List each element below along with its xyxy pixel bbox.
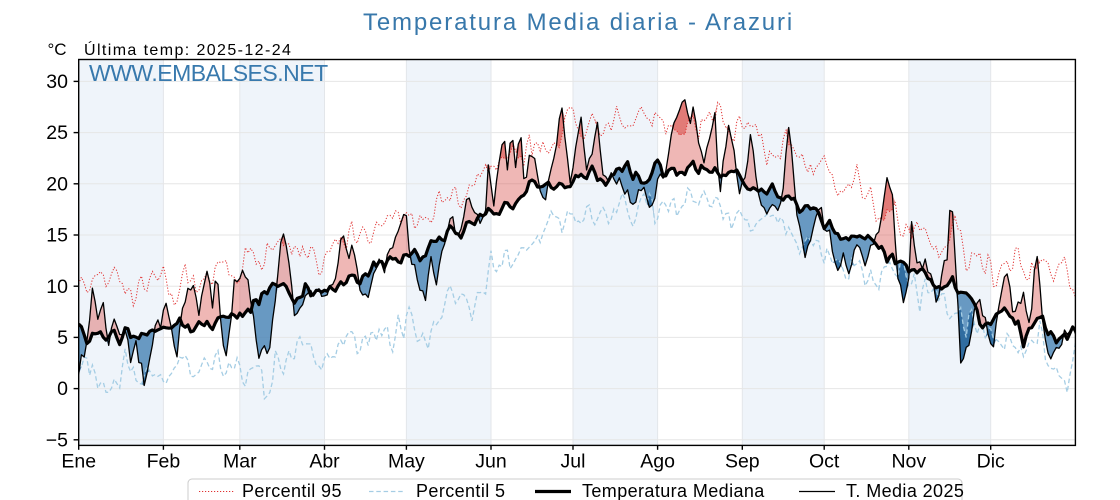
svg-text:0: 0 — [57, 378, 68, 400]
svg-text:Dic: Dic — [977, 451, 1005, 473]
svg-text:WWW.EMBALSES.NET: WWW.EMBALSES.NET — [89, 60, 328, 86]
svg-text:20: 20 — [46, 173, 68, 195]
svg-text:5: 5 — [57, 327, 68, 349]
svg-text:30: 30 — [46, 71, 68, 93]
svg-text:25: 25 — [46, 122, 68, 144]
svg-text:Ene: Ene — [61, 451, 96, 473]
svg-text:Feb: Feb — [147, 451, 181, 473]
svg-text:Jul: Jul — [561, 451, 586, 473]
svg-text:Oct: Oct — [809, 451, 840, 473]
svg-text:Temperatura Media diaria - Ara: Temperatura Media diaria - Arazuri — [363, 9, 794, 36]
svg-text:10: 10 — [46, 276, 68, 298]
svg-text:Abr: Abr — [309, 451, 340, 473]
svg-text:Percentil 95: Percentil 95 — [242, 481, 342, 500]
svg-text:Nov: Nov — [891, 451, 926, 473]
svg-text:Mar: Mar — [223, 451, 257, 473]
svg-text:−5: −5 — [46, 429, 68, 451]
svg-text:Última temp: 2025-12-24: Última temp: 2025-12-24 — [84, 40, 292, 59]
svg-text:T. Media 2025: T. Media 2025 — [846, 481, 964, 500]
svg-text:May: May — [388, 451, 425, 473]
svg-text:Jun: Jun — [475, 451, 506, 473]
svg-text:15: 15 — [46, 225, 68, 247]
svg-text:Temperatura Mediana: Temperatura Mediana — [582, 481, 765, 500]
svg-text:Sep: Sep — [725, 451, 760, 473]
svg-text:Percentil 5: Percentil 5 — [416, 481, 505, 500]
svg-text:Ago: Ago — [640, 451, 675, 473]
svg-text:°C: °C — [48, 40, 67, 59]
